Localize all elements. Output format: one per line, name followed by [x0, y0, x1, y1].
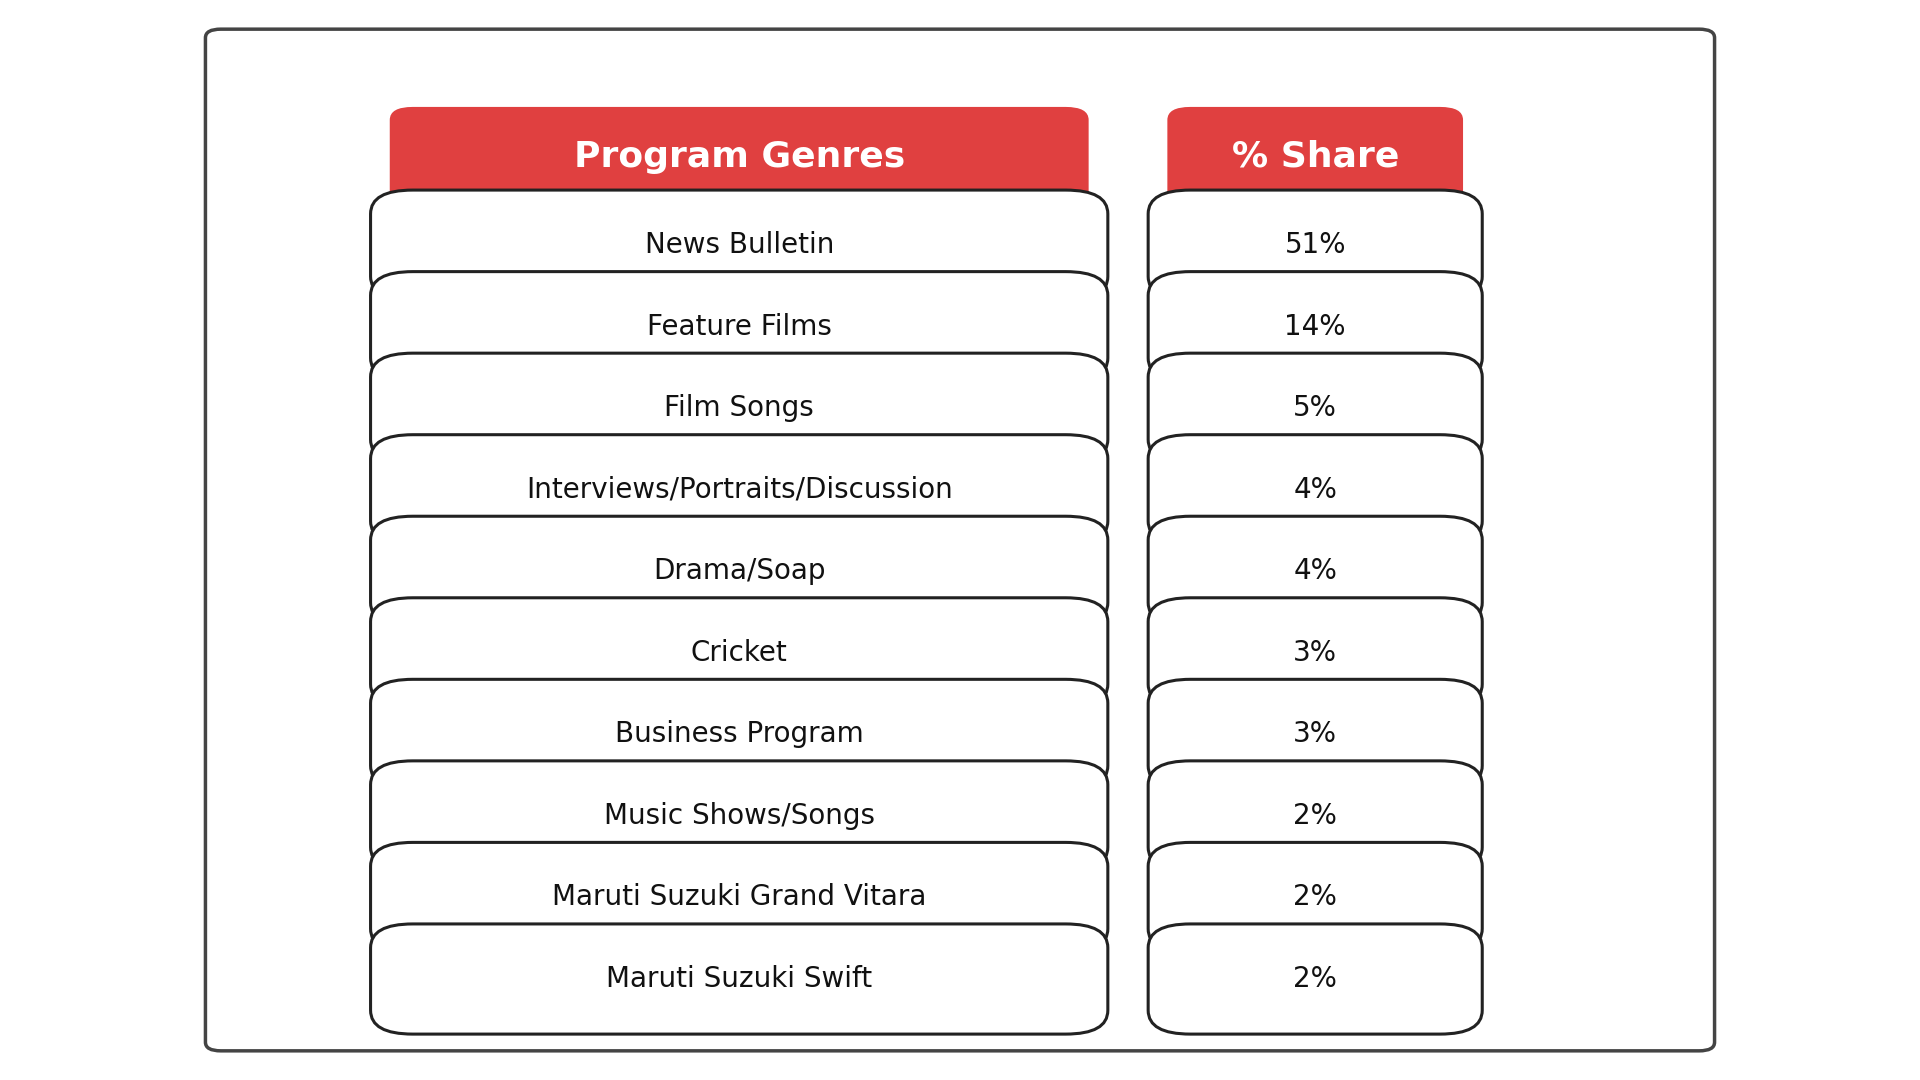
Text: 2%: 2% [1294, 802, 1336, 829]
FancyBboxPatch shape [371, 516, 1108, 626]
Text: Music Shows/Songs: Music Shows/Songs [603, 802, 876, 829]
FancyBboxPatch shape [1148, 923, 1482, 1035]
Text: Maruti Suzuki Swift: Maruti Suzuki Swift [607, 966, 872, 993]
FancyBboxPatch shape [1148, 353, 1482, 463]
Text: Business Program: Business Program [614, 720, 864, 748]
Text: 14%: 14% [1284, 313, 1346, 340]
FancyBboxPatch shape [205, 29, 1715, 1051]
FancyBboxPatch shape [1148, 842, 1482, 953]
Text: Cricket: Cricket [691, 639, 787, 666]
Text: News Bulletin: News Bulletin [645, 231, 833, 259]
Text: 2%: 2% [1294, 966, 1336, 993]
FancyBboxPatch shape [1167, 107, 1463, 206]
FancyBboxPatch shape [371, 597, 1108, 708]
FancyBboxPatch shape [1148, 272, 1482, 382]
Text: Feature Films: Feature Films [647, 313, 831, 340]
FancyBboxPatch shape [371, 272, 1108, 382]
FancyBboxPatch shape [371, 842, 1108, 953]
FancyBboxPatch shape [1148, 679, 1482, 789]
Text: Film Songs: Film Songs [664, 394, 814, 422]
FancyBboxPatch shape [1148, 516, 1482, 626]
Text: Program Genres: Program Genres [574, 139, 904, 174]
Text: 4%: 4% [1294, 476, 1336, 503]
FancyBboxPatch shape [1148, 597, 1482, 708]
Text: Interviews/Portraits/Discussion: Interviews/Portraits/Discussion [526, 476, 952, 503]
Text: 3%: 3% [1294, 720, 1336, 748]
Text: % Share: % Share [1231, 139, 1400, 174]
FancyBboxPatch shape [371, 190, 1108, 300]
Text: Maruti Suzuki Grand Vitara: Maruti Suzuki Grand Vitara [553, 883, 925, 912]
FancyBboxPatch shape [1148, 760, 1482, 870]
Text: 5%: 5% [1294, 394, 1336, 422]
Text: 4%: 4% [1294, 557, 1336, 585]
Text: 51%: 51% [1284, 231, 1346, 259]
FancyBboxPatch shape [390, 107, 1089, 206]
FancyBboxPatch shape [1148, 190, 1482, 300]
FancyBboxPatch shape [371, 923, 1108, 1035]
Text: 2%: 2% [1294, 883, 1336, 912]
Text: 3%: 3% [1294, 639, 1336, 666]
FancyBboxPatch shape [371, 434, 1108, 544]
FancyBboxPatch shape [1148, 434, 1482, 544]
FancyBboxPatch shape [371, 353, 1108, 463]
Text: Drama/Soap: Drama/Soap [653, 557, 826, 585]
FancyBboxPatch shape [371, 760, 1108, 870]
FancyBboxPatch shape [371, 679, 1108, 789]
